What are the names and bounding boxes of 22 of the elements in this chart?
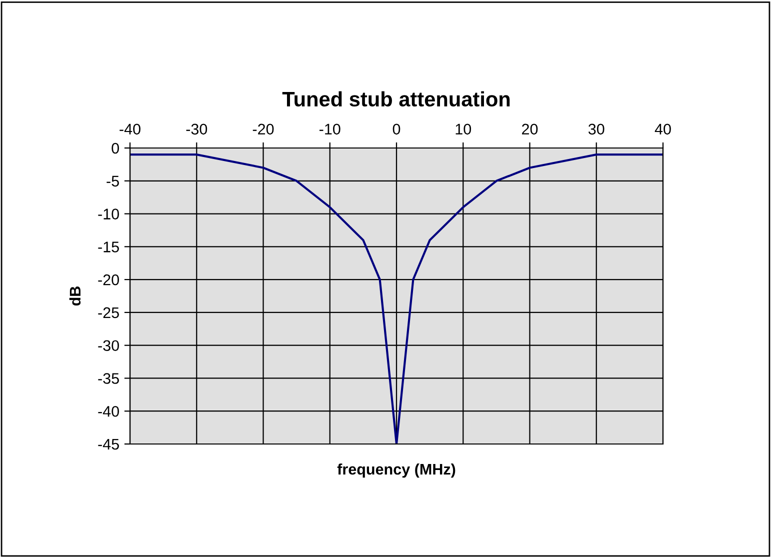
y-tick-label: -25	[98, 307, 119, 318]
x-tick-label: 20	[522, 124, 538, 135]
x-tick-label: -40	[120, 124, 140, 135]
y-tick-label: -45	[98, 439, 119, 450]
y-tick-label: 0	[112, 142, 119, 154]
x-tick-label: 10	[456, 124, 472, 135]
x-tick-label: 40	[654, 124, 671, 135]
x-tick-label: -30	[186, 124, 208, 135]
x-tick-label: -20	[252, 124, 274, 135]
y-tick-label: -40	[98, 406, 119, 417]
y-tick-label: -20	[98, 274, 119, 286]
chart-title: Tuned stub attenuation	[282, 91, 510, 107]
y-tick-label: -15	[98, 242, 119, 252]
y-axis-title: dB	[69, 286, 81, 306]
x-axis-title: frequency (MHz)	[337, 463, 456, 478]
x-tick-label: 0	[392, 124, 400, 135]
x-tick-label: 30	[588, 124, 604, 135]
y-tick-label: -5	[106, 176, 119, 187]
y-tick-label: -10	[98, 208, 119, 220]
x-tick-label: -10	[320, 124, 340, 135]
y-tick-label: -30	[98, 340, 119, 352]
y-tick-label: -35	[98, 373, 119, 384]
